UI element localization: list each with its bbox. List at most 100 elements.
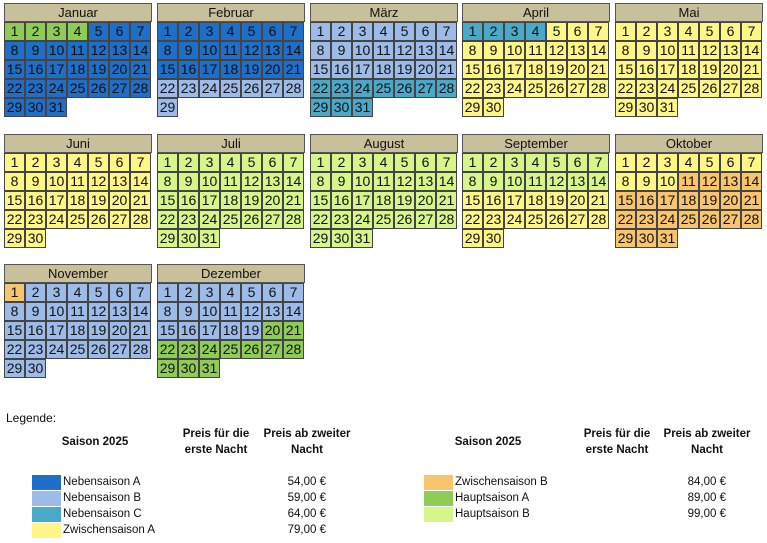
day-cell: 15 [462, 60, 483, 79]
day-cell: 3 [657, 153, 678, 172]
day-cell: 30 [178, 229, 199, 248]
day-cell: 25 [67, 79, 88, 98]
day-cell: 1 [310, 22, 331, 41]
day-cell: 17 [504, 60, 525, 79]
day-cell: 4 [220, 283, 241, 302]
day-cell: 30 [483, 229, 504, 248]
day-cell: 26 [88, 79, 109, 98]
day-cell: 15 [4, 60, 25, 79]
day-cell: 8 [4, 41, 25, 60]
day-cell: 8 [157, 172, 178, 191]
season-header-right: Saison 2025 [454, 436, 522, 448]
day-cell: 19 [241, 321, 262, 340]
day-cell: 6 [262, 283, 283, 302]
day-cell: 12 [546, 172, 567, 191]
day-cell: 9 [25, 302, 46, 321]
day-cell: 18 [67, 191, 88, 210]
month-title: September [462, 134, 610, 153]
day-cell: 24 [504, 79, 525, 98]
day-cell: 12 [394, 172, 415, 191]
day-cell: 16 [178, 60, 199, 79]
day-cell: 25 [67, 340, 88, 359]
day-cell: 22 [462, 210, 483, 229]
day-cell: 17 [199, 191, 220, 210]
day-cell: 18 [67, 321, 88, 340]
day-cell: 6 [567, 153, 588, 172]
day-cell: 13 [567, 172, 588, 191]
day-cell: 2 [636, 153, 657, 172]
day-cell: 27 [109, 340, 130, 359]
day-cell: 23 [331, 210, 352, 229]
day-cell: 11 [373, 41, 394, 60]
day-cell: 29 [462, 98, 483, 117]
day-cell: 10 [46, 41, 67, 60]
day-cell: 5 [241, 283, 262, 302]
day-cell: 19 [88, 321, 109, 340]
day-cell: 7 [436, 22, 457, 41]
day-cell: 22 [157, 79, 178, 98]
day-cell: 17 [199, 321, 220, 340]
day-cell: 1 [615, 22, 636, 41]
day-cell: 1 [310, 153, 331, 172]
day-cell: 13 [109, 172, 130, 191]
day-cell: 31 [352, 98, 373, 117]
day-cell: 6 [567, 22, 588, 41]
day-cell: 11 [67, 41, 88, 60]
day-cell: 22 [157, 340, 178, 359]
day-cell: 31 [657, 98, 678, 117]
day-cell: 22 [615, 79, 636, 98]
day-cell: 3 [352, 22, 373, 41]
day-cell: 18 [373, 191, 394, 210]
month-title: März [310, 3, 458, 22]
day-cell: 12 [241, 302, 262, 321]
day-cell: 23 [483, 210, 504, 229]
day-cell: 19 [394, 60, 415, 79]
day-cell: 2 [25, 153, 46, 172]
day-cell: 3 [46, 283, 67, 302]
season-header-left: Saison 2025 [61, 436, 129, 448]
day-cell: 17 [199, 60, 220, 79]
day-cell: 13 [262, 41, 283, 60]
day-cell: 6 [262, 153, 283, 172]
day-cell: 29 [4, 359, 25, 378]
day-cell: 27 [262, 340, 283, 359]
day-cell: 2 [636, 22, 657, 41]
day-cell: 29 [157, 359, 178, 378]
swatch-nebensaison-a [32, 475, 61, 490]
month-title: Februar [157, 3, 305, 22]
day-cell: 2 [483, 153, 504, 172]
day-cell: 11 [373, 172, 394, 191]
day-cell: 10 [199, 41, 220, 60]
day-cell: 10 [657, 172, 678, 191]
day-cell: 11 [525, 172, 546, 191]
day-cell: 22 [310, 79, 331, 98]
day-cell: 4 [525, 153, 546, 172]
day-cell: 15 [462, 191, 483, 210]
swatch-hauptsaison-b [424, 507, 453, 522]
legend-label-zwischensaison-b: Zwischensaison B [455, 476, 548, 488]
day-cell: 27 [109, 79, 130, 98]
swatch-zwischensaison-b [424, 475, 453, 490]
day-cell: 31 [657, 229, 678, 248]
day-cell: 21 [588, 60, 609, 79]
day-cell: 1 [4, 22, 25, 41]
day-cell: 8 [4, 302, 25, 321]
month-mai: Mai 1 2 3 4 5 6 7 8 9 10 11 12 13 14 15 16 17 18 19 20 21 22 23… [615, 3, 763, 134]
day-cell: 30 [25, 359, 46, 378]
day-cell: 4 [220, 153, 241, 172]
day-cell: 1 [462, 22, 483, 41]
day-cell: 20 [109, 321, 130, 340]
day-cell: 20 [415, 60, 436, 79]
day-cell: 21 [588, 191, 609, 210]
day-cell: 1 [462, 153, 483, 172]
day-cell: 4 [373, 153, 394, 172]
legend-label-hauptsaison-b: Hauptsaison B [455, 508, 530, 520]
day-cell: 29 [4, 229, 25, 248]
day-cell: 14 [283, 302, 304, 321]
day-cell: 28 [130, 79, 151, 98]
month-title: Juli [157, 134, 305, 153]
day-cell: 26 [699, 210, 720, 229]
day-cell: 7 [741, 153, 762, 172]
month-days: 1 2 3 4 5 6 7 8 9 10 11 12 13 14 15 16 17 18 19 20 21 22 23 24 2… [462, 22, 610, 134]
day-cell: 16 [25, 191, 46, 210]
